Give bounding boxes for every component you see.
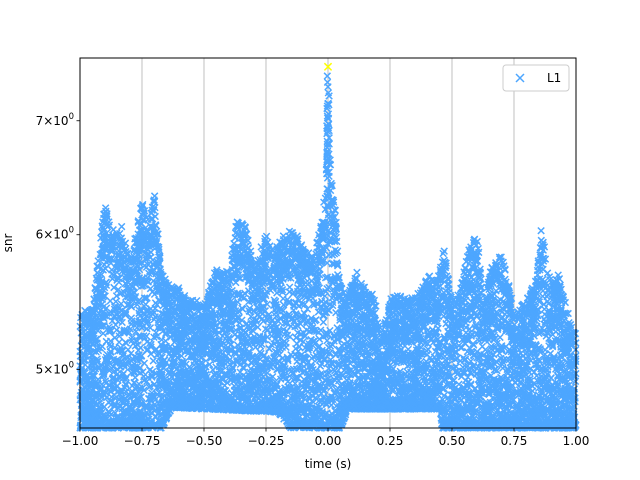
data-point xyxy=(540,305,549,313)
data-points xyxy=(76,72,580,432)
data-point xyxy=(301,300,309,309)
data-point xyxy=(142,256,150,264)
data-point xyxy=(496,333,504,342)
